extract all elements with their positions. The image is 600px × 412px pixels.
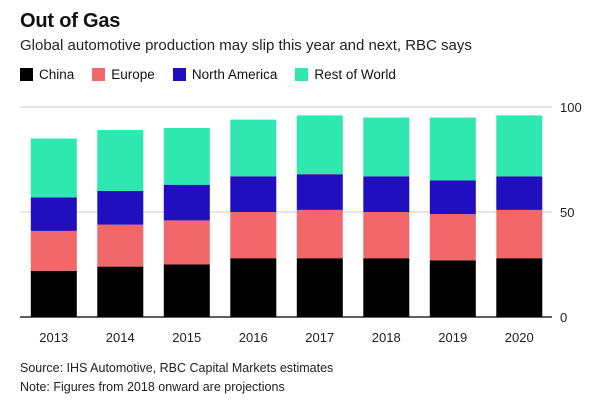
legend-swatch-china [20,68,33,81]
bar-north-america-2015 [163,184,210,221]
bar-rest-of-world-2016 [230,119,277,177]
x-tick-label-2016: 2016 [239,330,268,345]
legend-item-rest-of-world: Rest of World [295,67,396,82]
x-tick-label-2020: 2020 [505,330,534,345]
bar-rest-of-world-2015 [163,128,210,185]
legend-item-europe: Europe [92,67,155,82]
bar-north-america-2013 [30,197,77,231]
bar-europe-2015 [163,220,210,265]
bar-europe-2017 [296,209,343,259]
y-tick-label-100: 100 [560,100,582,115]
x-tick-label-2019: 2019 [438,330,467,345]
bar-china-2016 [230,258,277,317]
legend: China Europe North America Rest of World [20,67,414,82]
bar-china-2015 [163,264,210,317]
bar-north-america-2020 [496,176,543,210]
legend-swatch-north-america [172,68,186,81]
y-tick-label-50: 50 [560,205,574,220]
bar-china-2019 [429,260,476,317]
x-tick-label-2015: 2015 [172,330,201,345]
bar-china-2020 [496,258,543,317]
bar-north-america-2014 [97,191,144,225]
legend-label-china: China [39,67,75,82]
chart-title: Out of Gas [20,10,121,32]
x-tick-label-2014: 2014 [106,330,135,345]
bar-china-2018 [363,258,410,317]
x-tick-label-2013: 2013 [39,330,68,345]
bar-rest-of-world-2018 [363,117,410,177]
bar-europe-2014 [97,224,144,267]
legend-label-rest-of-world: Rest of World [314,67,396,82]
bar-europe-2018 [363,212,410,259]
bar-north-america-2017 [296,174,343,210]
legend-item-north-america: North America [172,67,278,82]
bar-europe-2013 [30,230,77,271]
legend-swatch-rest-of-world [295,68,309,81]
chart-subtitle: Global automotive production may slip th… [20,37,472,54]
source-note: Source: IHS Automotive, RBC Capital Mark… [20,361,334,375]
legend-label-north-america: North America [191,67,278,82]
bar-north-america-2018 [363,176,410,212]
y-tick-label-0: 0 [560,310,567,325]
legend-label-europe: Europe [111,67,155,82]
bar-rest-of-world-2013 [30,138,77,198]
bar-north-america-2016 [230,176,277,212]
x-tick-label-2017: 2017 [305,330,334,345]
bar-china-2017 [296,258,343,317]
bar-china-2014 [97,266,144,317]
x-tick-label-2018: 2018 [372,330,401,345]
projection-note: Note: Figures from 2018 onward are proje… [20,380,285,394]
bar-rest-of-world-2017 [296,115,343,175]
legend-swatch-europe [92,68,106,81]
bar-rest-of-world-2014 [97,130,144,191]
bar-rest-of-world-2019 [429,117,476,181]
bar-europe-2019 [429,214,476,261]
bar-rest-of-world-2020 [496,115,543,177]
bar-europe-2020 [496,209,543,259]
bar-north-america-2019 [429,180,476,215]
bar-europe-2016 [230,212,277,259]
bar-china-2013 [30,270,77,317]
legend-item-china: China [20,67,74,82]
